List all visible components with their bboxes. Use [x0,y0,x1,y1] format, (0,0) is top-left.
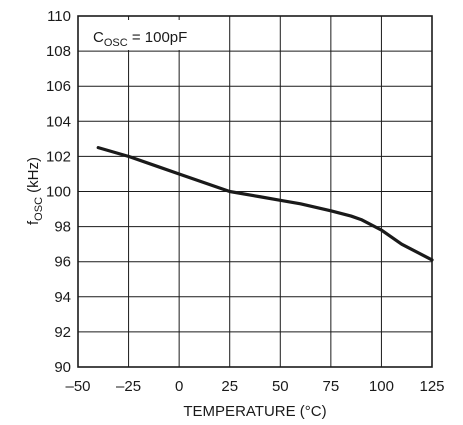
x-tick-label: 100 [369,378,394,395]
plot-frame [77,15,433,368]
series-line [96,146,434,262]
series-layer [96,146,434,262]
x-axis-title: TEMPERATURE (°C) [183,403,326,420]
y-tick-label: 100 [46,184,71,201]
annotation-text: COSC = 100pF [93,29,187,49]
y-tick-label: 96 [54,254,71,271]
y-tick-label: 92 [54,324,71,341]
x-tick-labels: –50 –25 0 25 50 75 100 125 [65,378,444,395]
y-tick-label: 106 [46,78,71,95]
y-tick-label: 104 [46,113,71,130]
x-tick-label: –50 [65,378,90,395]
grid-lines [78,16,432,367]
y-tick-label: 94 [54,289,71,306]
y-tick-labels: 90 92 94 96 98 100 102 104 106 108 110 [46,8,71,376]
x-tick-label: 0 [175,378,183,395]
annotation-background [82,20,202,50]
x-tick-label: 50 [272,378,289,395]
y-tick-label: 108 [46,43,71,60]
y-tick-label: 102 [46,148,71,165]
y-axis-title: fOSC (kHz) [25,157,45,225]
x-tick-label: 25 [221,378,238,395]
y-tick-label: 90 [54,359,71,376]
y-tick-label: 98 [54,219,71,236]
y-tick-label: 110 [47,8,71,25]
x-tick-label: 75 [323,378,340,395]
annotation-box: COSC = 100pF [82,20,202,50]
x-tick-label: 125 [419,378,444,395]
x-tick-label: –25 [116,378,141,395]
